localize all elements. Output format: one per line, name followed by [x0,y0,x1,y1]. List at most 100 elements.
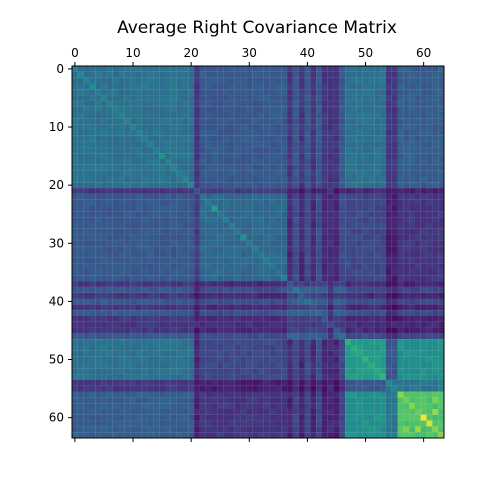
heatmap-cell [147,310,154,316]
heatmap-cell [420,374,427,380]
heatmap-cell [211,269,218,276]
heatmap-cell [432,118,439,125]
heatmap-cell [409,124,415,130]
heatmap-cell [275,432,282,439]
heatmap-cell [95,362,102,369]
heatmap-cell [112,66,119,72]
heatmap-cell [170,141,177,148]
heatmap-cell [414,368,421,375]
heatmap-cell [101,269,107,276]
heatmap-cell [217,124,224,130]
heatmap-cell [385,147,392,154]
heatmap-cell [339,182,346,189]
heatmap-cell [246,211,253,218]
heatmap-cell [403,240,410,247]
heatmap-cell [275,159,282,165]
heatmap-cell [217,141,224,148]
heatmap-cell [83,95,90,101]
heatmap-cell [77,159,84,165]
heatmap-cell [83,252,90,258]
heatmap-cell [380,368,386,375]
heatmap-cell [141,281,148,287]
heatmap-cell [135,129,142,136]
heatmap-cell [368,124,375,130]
heatmap-cell [345,66,352,72]
heatmap-cell [147,118,154,125]
heatmap-cell [211,432,218,439]
heatmap-cell [391,211,398,218]
heatmap-cell [176,379,183,386]
heatmap-cell [182,228,189,235]
heatmap-cell [170,350,177,357]
heatmap-cell [292,292,299,299]
heatmap-cell [118,141,125,148]
heatmap-cell [391,275,398,282]
heatmap-cell [298,188,305,194]
heatmap-cell [106,333,113,340]
heatmap-cell [199,129,206,136]
heatmap-cell [385,345,392,351]
heatmap-cell [321,327,328,334]
heatmap-cell [101,333,107,340]
heatmap-cell [409,321,415,328]
heatmap-cell [106,240,113,247]
heatmap-cell [124,275,131,282]
heatmap-cell [165,426,171,433]
heatmap-cell [228,83,235,90]
heatmap-cell [211,408,218,415]
heatmap-cell [234,182,241,189]
heatmap-cell [124,89,131,96]
heatmap-cell [333,199,340,206]
heatmap-cell [252,141,259,148]
heatmap-cell [159,106,166,113]
heatmap-cell [112,193,119,200]
heatmap-cell [182,240,189,247]
heatmap-cell [112,379,119,386]
heatmap-cell [118,298,125,305]
heatmap-cell [287,199,293,206]
heatmap-cell [263,89,270,96]
heatmap-cell [234,420,241,427]
heatmap-cell [188,199,195,206]
heatmap-cell [275,339,282,346]
heatmap-cell [275,246,282,253]
heatmap-cell [182,193,189,200]
heatmap-cell [298,106,305,113]
heatmap-cell [159,263,166,270]
heatmap-cell [217,333,224,340]
heatmap-cell [246,350,253,357]
heatmap-cell [426,333,433,340]
heatmap-cell [89,368,96,375]
heatmap-cell [409,275,415,282]
heatmap-cell [159,211,166,218]
heatmap-cell [165,252,171,258]
heatmap-cell [211,350,218,357]
heatmap-cell [234,176,241,183]
heatmap-cell [339,234,346,241]
heatmap-cell [211,281,218,287]
heatmap-cell [159,147,166,154]
heatmap-cell [351,292,357,299]
heatmap-cell [426,281,433,287]
heatmap-cell [170,83,177,90]
heatmap-cell [176,356,183,363]
heatmap-cell [409,100,415,107]
heatmap-cell [153,205,160,212]
heatmap-cell [234,281,241,287]
heatmap-cell [118,403,125,409]
heatmap-cell [112,420,119,427]
heatmap-cell [391,222,398,229]
heatmap-cell [205,350,212,357]
heatmap-cell [101,106,107,113]
heatmap-cell [281,345,288,351]
heatmap-cell [234,205,241,212]
heatmap-cell [333,315,340,322]
heatmap-cell [223,205,229,212]
heatmap-cell [72,362,78,369]
heatmap-cell [240,379,247,386]
heatmap-cell [368,176,375,183]
heatmap-cell [95,124,102,130]
heatmap-cell [356,304,363,311]
heatmap-cell [112,100,119,107]
heatmap-cell [106,356,113,363]
